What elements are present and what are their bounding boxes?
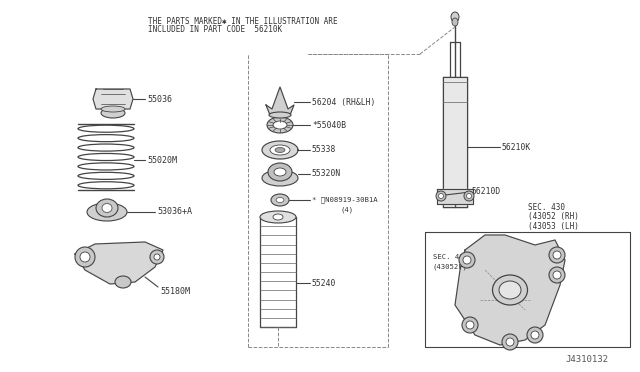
Text: 55020M: 55020M <box>147 156 177 165</box>
Ellipse shape <box>462 317 478 333</box>
Ellipse shape <box>87 203 127 221</box>
Ellipse shape <box>553 271 561 279</box>
Ellipse shape <box>452 18 458 26</box>
Ellipse shape <box>269 112 291 118</box>
Ellipse shape <box>78 125 134 132</box>
Ellipse shape <box>78 172 134 179</box>
Ellipse shape <box>499 281 521 299</box>
Text: 56210K: 56210K <box>502 142 531 151</box>
Text: 55338: 55338 <box>312 145 337 154</box>
Ellipse shape <box>101 108 125 118</box>
Polygon shape <box>93 89 133 109</box>
Ellipse shape <box>274 168 286 176</box>
Ellipse shape <box>154 254 160 260</box>
Text: 55240: 55240 <box>312 279 337 288</box>
Ellipse shape <box>150 250 164 264</box>
Ellipse shape <box>101 106 125 112</box>
Ellipse shape <box>527 327 543 343</box>
Polygon shape <box>266 87 294 115</box>
Ellipse shape <box>459 252 475 268</box>
Text: INCLUDED IN PART CODE  56210K: INCLUDED IN PART CODE 56210K <box>148 25 282 34</box>
Ellipse shape <box>96 199 118 217</box>
Ellipse shape <box>464 191 474 201</box>
Polygon shape <box>262 141 298 159</box>
Text: (43052F): (43052F) <box>433 264 468 270</box>
Ellipse shape <box>115 276 131 288</box>
Text: SEC. 430: SEC. 430 <box>433 254 468 260</box>
Ellipse shape <box>502 334 518 350</box>
Ellipse shape <box>270 145 290 155</box>
Ellipse shape <box>438 193 444 199</box>
Text: 55036: 55036 <box>147 94 172 103</box>
Text: J4310132: J4310132 <box>565 356 608 365</box>
Ellipse shape <box>493 275 527 305</box>
Text: THE PARTS MARKED✱ IN THE ILLUSTRATION ARE: THE PARTS MARKED✱ IN THE ILLUSTRATION AR… <box>148 17 338 26</box>
Ellipse shape <box>80 252 90 262</box>
Text: 56210D: 56210D <box>472 187 501 196</box>
Ellipse shape <box>506 338 514 346</box>
Ellipse shape <box>75 247 95 267</box>
Ellipse shape <box>451 12 459 22</box>
Text: (43052 (RH): (43052 (RH) <box>528 212 579 221</box>
Polygon shape <box>437 189 473 204</box>
Text: (4): (4) <box>340 207 353 213</box>
Text: (43053 (LH): (43053 (LH) <box>528 222 579 231</box>
Polygon shape <box>75 242 163 284</box>
Ellipse shape <box>436 191 446 201</box>
Text: 56204 (RH&LH): 56204 (RH&LH) <box>312 97 376 106</box>
Bar <box>443 77 467 207</box>
Ellipse shape <box>260 211 296 223</box>
Ellipse shape <box>267 117 293 133</box>
Ellipse shape <box>78 144 134 151</box>
Text: * ⓃN08919-30B1A: * ⓃN08919-30B1A <box>312 197 378 203</box>
Ellipse shape <box>466 321 474 329</box>
Text: 53036+A: 53036+A <box>157 208 192 217</box>
Ellipse shape <box>78 182 134 189</box>
Polygon shape <box>455 235 565 345</box>
Ellipse shape <box>553 251 561 259</box>
Ellipse shape <box>549 247 565 263</box>
Ellipse shape <box>102 203 112 212</box>
Text: *55040B: *55040B <box>312 121 346 129</box>
Ellipse shape <box>78 154 134 161</box>
Ellipse shape <box>463 256 471 264</box>
Text: SEC. 430: SEC. 430 <box>528 202 565 212</box>
Text: 55180M: 55180M <box>160 288 190 296</box>
Ellipse shape <box>262 170 298 186</box>
Ellipse shape <box>273 121 287 129</box>
Ellipse shape <box>78 163 134 170</box>
Ellipse shape <box>78 135 134 142</box>
Text: 55320N: 55320N <box>312 170 341 179</box>
Ellipse shape <box>549 267 565 283</box>
Ellipse shape <box>273 214 283 220</box>
Ellipse shape <box>268 163 292 181</box>
Ellipse shape <box>275 148 285 153</box>
Ellipse shape <box>531 331 539 339</box>
Ellipse shape <box>271 194 289 206</box>
Ellipse shape <box>276 198 284 202</box>
Ellipse shape <box>467 193 472 199</box>
